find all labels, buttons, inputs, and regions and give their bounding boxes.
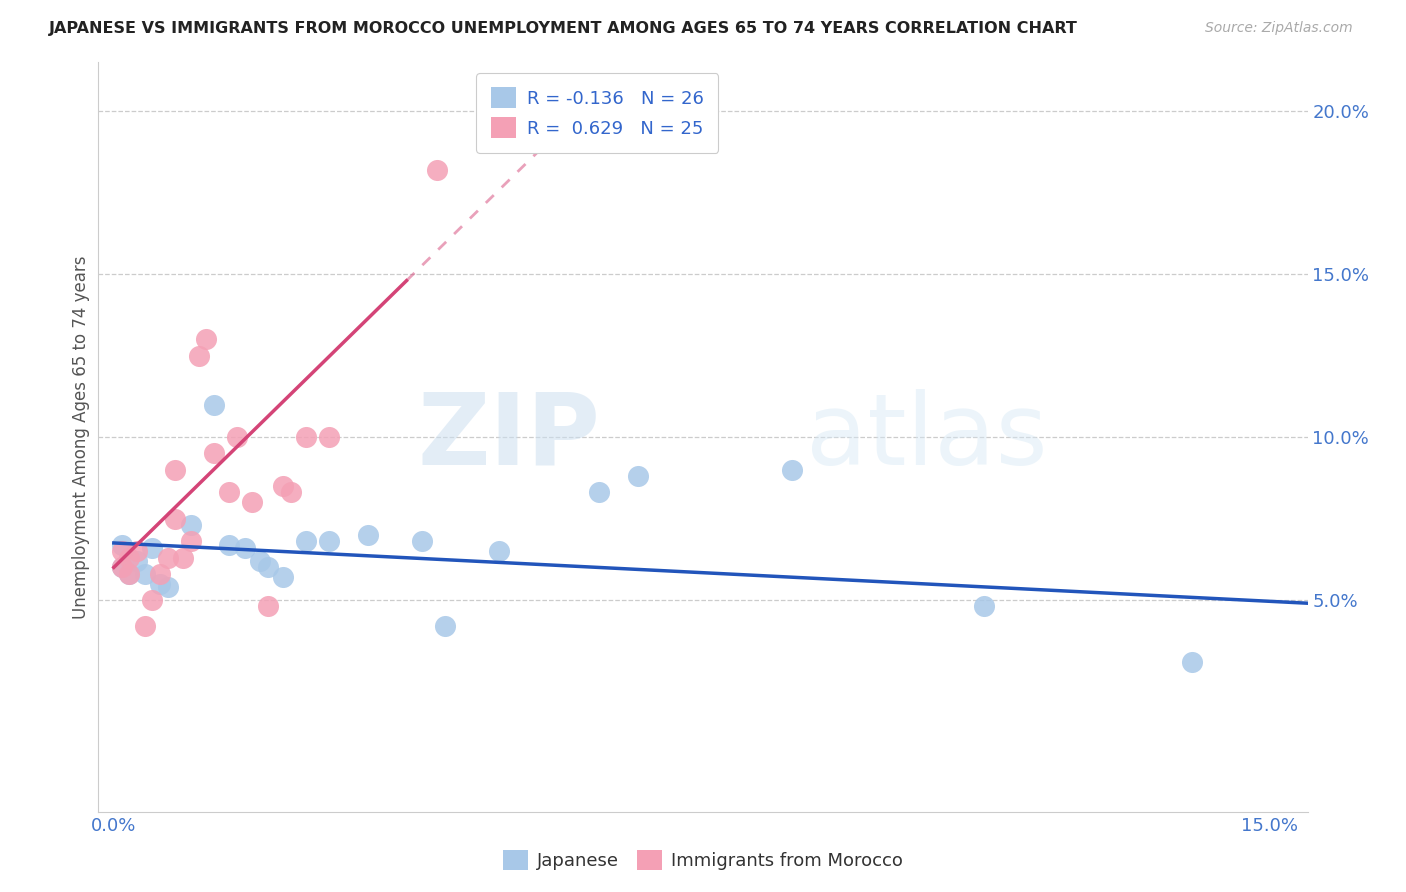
Point — [257, 599, 280, 614]
Point — [118, 550, 141, 565]
Point — [156, 550, 179, 565]
Point — [180, 518, 202, 533]
Point — [125, 544, 148, 558]
Point — [141, 593, 163, 607]
Point — [202, 397, 225, 411]
Text: Source: ZipAtlas.com: Source: ZipAtlas.com — [1205, 21, 1353, 35]
Point — [1181, 655, 1204, 669]
Point — [411, 534, 433, 549]
Point — [118, 566, 141, 581]
Point — [588, 485, 610, 500]
Point — [110, 538, 132, 552]
Point — [218, 538, 240, 552]
Point — [134, 619, 156, 633]
Point — [149, 566, 172, 581]
Point — [626, 469, 648, 483]
Point — [110, 560, 132, 574]
Point — [180, 534, 202, 549]
Point — [110, 560, 132, 574]
Point — [218, 485, 240, 500]
Point — [357, 528, 380, 542]
Point — [165, 511, 187, 525]
Point — [488, 544, 510, 558]
Point — [249, 554, 271, 568]
Point — [973, 599, 995, 614]
Point — [195, 332, 218, 346]
Point — [202, 446, 225, 460]
Point — [257, 560, 280, 574]
Point — [280, 485, 302, 500]
Point — [271, 570, 294, 584]
Point — [426, 163, 449, 178]
Text: JAPANESE VS IMMIGRANTS FROM MOROCCO UNEMPLOYMENT AMONG AGES 65 TO 74 YEARS CORRE: JAPANESE VS IMMIGRANTS FROM MOROCCO UNEM… — [49, 21, 1078, 36]
Text: atlas: atlas — [806, 389, 1047, 485]
Point — [118, 566, 141, 581]
Point — [226, 430, 249, 444]
Point — [271, 479, 294, 493]
Y-axis label: Unemployment Among Ages 65 to 74 years: Unemployment Among Ages 65 to 74 years — [72, 255, 90, 619]
Point — [318, 430, 340, 444]
Point — [295, 430, 318, 444]
Point — [165, 463, 187, 477]
Point — [149, 576, 172, 591]
Point — [242, 495, 264, 509]
Point — [172, 550, 194, 565]
Point — [295, 534, 318, 549]
Point — [780, 463, 803, 477]
Point — [318, 534, 340, 549]
Point — [187, 349, 209, 363]
Point — [125, 554, 148, 568]
Point — [141, 541, 163, 555]
Point — [433, 619, 456, 633]
Point — [110, 544, 132, 558]
Legend: Japanese, Immigrants from Morocco: Japanese, Immigrants from Morocco — [495, 842, 911, 878]
Point — [156, 580, 179, 594]
Point — [134, 566, 156, 581]
Text: ZIP: ZIP — [418, 389, 600, 485]
Point — [233, 541, 256, 555]
